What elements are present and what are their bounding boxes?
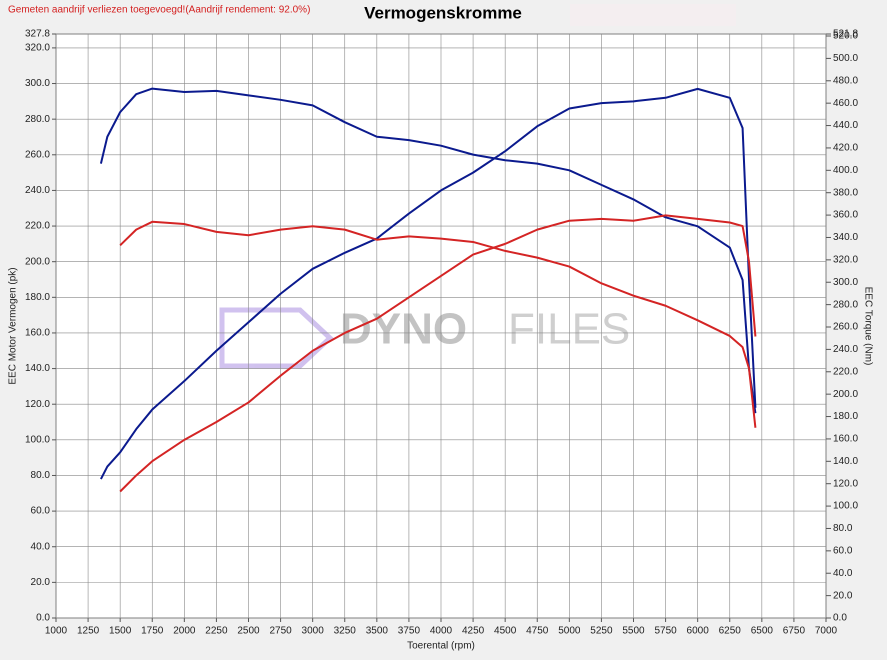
y2-tick-label: 320.0 [833, 254, 858, 265]
x-tick-label: 5750 [654, 626, 677, 637]
y2-tick-label: 100.0 [833, 501, 858, 512]
y2-tick-label: 300.0 [833, 277, 858, 288]
x-tick-label: 3750 [398, 626, 421, 637]
x-tick-label: 1250 [77, 626, 100, 637]
y2-tick-label: 460.0 [833, 98, 858, 109]
title-box [570, 4, 736, 26]
x-tick-label: 5500 [622, 626, 645, 637]
y2-tick-label: 80.0 [833, 523, 853, 534]
x-tick-label: 1750 [141, 626, 164, 637]
y2-tick-label: 160.0 [833, 434, 858, 445]
y-tick-label: 0.0 [36, 613, 50, 624]
y-tick-label: 80.0 [31, 470, 51, 481]
y2-tick-label: 380.0 [833, 187, 858, 198]
y-tick-label: 160.0 [25, 328, 50, 339]
y2-tick-label: 120.0 [833, 478, 858, 489]
x-tick-label: 4750 [526, 626, 549, 637]
x-tick-label: 4000 [430, 626, 453, 637]
x-tick-label: 1500 [109, 626, 132, 637]
series-line [99, 87, 757, 414]
y-tick-label: 300.0 [25, 78, 50, 89]
x-tick-label: 5250 [590, 626, 613, 637]
series-line [119, 220, 757, 428]
x-tick-label: 7000 [815, 626, 838, 637]
y2-tick-label: 360.0 [833, 210, 858, 221]
y2-tick-label: 480.0 [833, 75, 858, 86]
y2-tick-label: 180.0 [833, 411, 858, 422]
y-tick-label: 327.8 [25, 29, 50, 40]
y2-tick-label: 40.0 [833, 568, 853, 579]
x-tick-label: 6500 [751, 626, 774, 637]
y2-tick-label: 0.0 [833, 613, 847, 624]
x-tick-label: 6000 [687, 626, 710, 637]
y2-tick-label: 520.0 [833, 31, 858, 42]
y2-tick-label: 340.0 [833, 232, 858, 243]
y2-tick-label: 20.0 [833, 590, 853, 601]
x-axis-label: Toerental (rpm) [407, 641, 475, 652]
y2-tick-label: 280.0 [833, 299, 858, 310]
y2-tick-label: 260.0 [833, 322, 858, 333]
y2-tick-label: 200.0 [833, 389, 858, 400]
y-tick-label: 140.0 [25, 363, 50, 374]
y-tick-label: 220.0 [25, 221, 50, 232]
y2-tick-label: 420.0 [833, 143, 858, 154]
watermark-text: DYNO [340, 305, 467, 354]
y-tick-label: 200.0 [25, 256, 50, 267]
y2-tick-label: 440.0 [833, 120, 858, 131]
x-tick-label: 3250 [334, 626, 357, 637]
x-tick-label: 4250 [462, 626, 485, 637]
y-tick-label: 100.0 [25, 434, 50, 445]
x-tick-label: 6250 [719, 626, 742, 637]
x-tick-label: 1000 [45, 626, 68, 637]
y-tick-label: 60.0 [31, 506, 51, 517]
watermark-logo [219, 307, 334, 369]
y2-tick-label: 521.8 [833, 29, 858, 40]
x-tick-label: 5000 [558, 626, 581, 637]
y2-tick-label: 500.0 [833, 53, 858, 64]
y2-tick-label: 140.0 [833, 456, 858, 467]
y-tick-label: 240.0 [25, 185, 50, 196]
x-tick-label: 2750 [269, 626, 292, 637]
y-tick-label: 320.0 [25, 43, 50, 54]
x-tick-label: 6750 [783, 626, 806, 637]
note: Gemeten aandrijf verliezen toegevoegd!(A… [8, 5, 310, 16]
y-tick-label: 120.0 [25, 399, 50, 410]
y-tick-label: 180.0 [25, 292, 50, 303]
x-tick-label: 2500 [237, 626, 260, 637]
y-tick-label: 40.0 [31, 541, 51, 552]
y-tick-label: 260.0 [25, 149, 50, 160]
y2-tick-label: 240.0 [833, 344, 858, 355]
series-line [119, 214, 757, 493]
x-tick-label: 3500 [366, 626, 389, 637]
y-axis-label: EEC Motor Vermogen (pk) [8, 267, 19, 384]
x-tick-label: 3000 [302, 626, 325, 637]
x-tick-label: 4500 [494, 626, 517, 637]
y2-tick-label: 400.0 [833, 165, 858, 176]
series-line [100, 87, 757, 480]
x-tick-label: 2000 [173, 626, 196, 637]
chart-title: Vermogenskromme [364, 3, 522, 22]
y-tick-label: 280.0 [25, 114, 50, 125]
y-tick-label: 20.0 [31, 577, 51, 588]
y2-axis-label: EEC Torque (Nm) [862, 287, 873, 366]
x-tick-label: 2250 [205, 626, 228, 637]
y2-tick-label: 220.0 [833, 366, 858, 377]
y2-tick-label: 60.0 [833, 545, 853, 556]
